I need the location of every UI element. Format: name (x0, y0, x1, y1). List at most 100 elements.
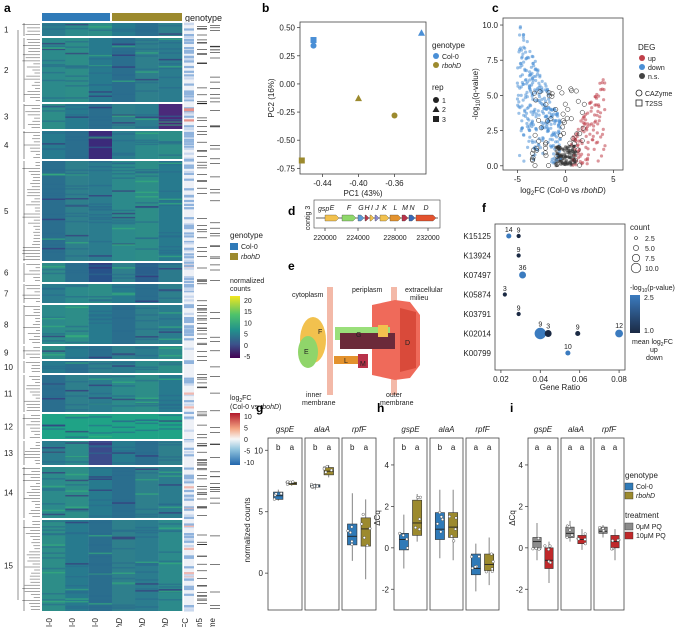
heatmap-stripe (158, 121, 182, 123)
heatmap-stripe (42, 387, 66, 389)
pca-ytick-label: 0.00 (279, 80, 295, 89)
heatmap-stripe (158, 249, 182, 252)
volcano-point (543, 126, 547, 130)
heatmap-stripe (42, 148, 66, 151)
heatmap-stripe (88, 603, 112, 605)
box-point (583, 537, 587, 541)
heatmap-stripe (65, 565, 89, 568)
volcano-point (530, 94, 534, 98)
heatmap-stripe (65, 23, 89, 26)
heatmap-stripe (65, 75, 89, 77)
volcano-point (540, 79, 544, 83)
heatmap-stripe (42, 294, 66, 296)
heatmap-stripe (158, 115, 182, 118)
heatmap-stripe (112, 286, 136, 288)
heatmap-stripe (158, 414, 182, 417)
heatmap-stripe (65, 508, 89, 511)
volcano-point (531, 97, 535, 101)
heatmap-stripe (135, 55, 159, 57)
log2fc-cell (184, 393, 194, 397)
heatmap-stripe (135, 529, 159, 532)
log2fc-cell (184, 556, 194, 559)
heatmap-stripe (65, 414, 89, 417)
heatmap-stripe (135, 579, 159, 581)
heatmap-stripe (135, 29, 159, 31)
box-iqr (412, 499, 423, 536)
pca-legend-genotype-title: genotype (432, 41, 465, 50)
i-legend-pq10: 10μM PQ (636, 533, 666, 540)
volcano-cazyme-point (572, 157, 578, 163)
volcano-point (567, 156, 572, 160)
i-legend-col0: Col-0 (636, 484, 653, 491)
heatmap-cell (158, 441, 183, 465)
volcano-point (566, 150, 570, 154)
volcano-point (531, 113, 535, 117)
heatmap-stripe (112, 398, 136, 401)
inner-membrane-label-2: membrane (302, 400, 336, 407)
volcano-point (540, 109, 544, 114)
box-point (272, 497, 276, 501)
volcano-point (598, 81, 602, 85)
enrich-term-label: K15125 (463, 232, 491, 241)
log2fc-cell (184, 115, 194, 118)
heatmap-stripe (112, 38, 136, 40)
heatmap-stripe (135, 526, 159, 529)
pca-ytick-label: -0.50 (277, 136, 296, 145)
volcano-point (574, 139, 578, 143)
box-iqr (448, 512, 459, 538)
heatmap-stripe (158, 162, 182, 165)
log2fc-cell (184, 133, 194, 136)
heatmap-cell (88, 38, 113, 102)
cluster-label: 9 (4, 349, 9, 358)
heatmap-stripe (65, 330, 89, 332)
log2fc-cell (184, 203, 194, 206)
protein-label-M: M (360, 361, 366, 368)
significance-letter: a (547, 443, 552, 452)
heatmap-stripe (135, 43, 159, 45)
heatmap-stripe (112, 219, 136, 221)
genotype-bar-rbohd (112, 13, 182, 21)
g-ylabel: normalized counts (243, 498, 252, 563)
heatmap-stripe (65, 600, 89, 603)
enrich-xlabel: Gene Ratio (540, 383, 581, 392)
heatmap-stripe (88, 255, 112, 257)
cluster-label: 15 (4, 562, 13, 571)
heatmap-stripe (112, 43, 136, 45)
box-point (315, 484, 319, 488)
heatmap-stripe (65, 271, 89, 274)
gene-arrow (369, 214, 375, 222)
log2fc-cell (184, 454, 194, 457)
heatmap-cell (158, 131, 183, 159)
heatmap-stripe (88, 296, 112, 298)
heatmap-stripe (65, 368, 89, 370)
significance-letter: a (580, 443, 585, 452)
heatmap-stripe (42, 64, 66, 66)
heatmap-stripe (112, 450, 136, 452)
heatmap-stripe (88, 467, 112, 469)
volcano-point (576, 127, 580, 131)
enrich-point (565, 350, 571, 356)
heatmap-stripe (135, 397, 159, 399)
heatmap-stripe (65, 234, 89, 237)
heatmap-cell (158, 38, 183, 102)
heatmap-stripe (112, 190, 136, 192)
heatmap-cell (135, 414, 159, 439)
log2fc-cell (184, 264, 194, 267)
heatmap-stripe (112, 293, 136, 296)
volcano-point (564, 155, 568, 159)
log2fc-cell (184, 125, 194, 128)
box-point (362, 536, 366, 540)
volcano-point (522, 159, 526, 163)
volcano-point (591, 128, 596, 132)
heatmap-stripe (135, 513, 159, 516)
heatmap-stripe (65, 193, 89, 196)
heatmap-stripe (42, 333, 66, 335)
heatmap-stripe (112, 45, 136, 48)
volcano-point (593, 120, 597, 124)
heatmap-stripe (112, 431, 136, 434)
heatmap-stripe (65, 390, 89, 392)
volcano-point (539, 146, 543, 150)
log2fc-cell (184, 479, 194, 482)
cluster-label: 8 (4, 321, 9, 330)
volcano-point (584, 134, 588, 138)
